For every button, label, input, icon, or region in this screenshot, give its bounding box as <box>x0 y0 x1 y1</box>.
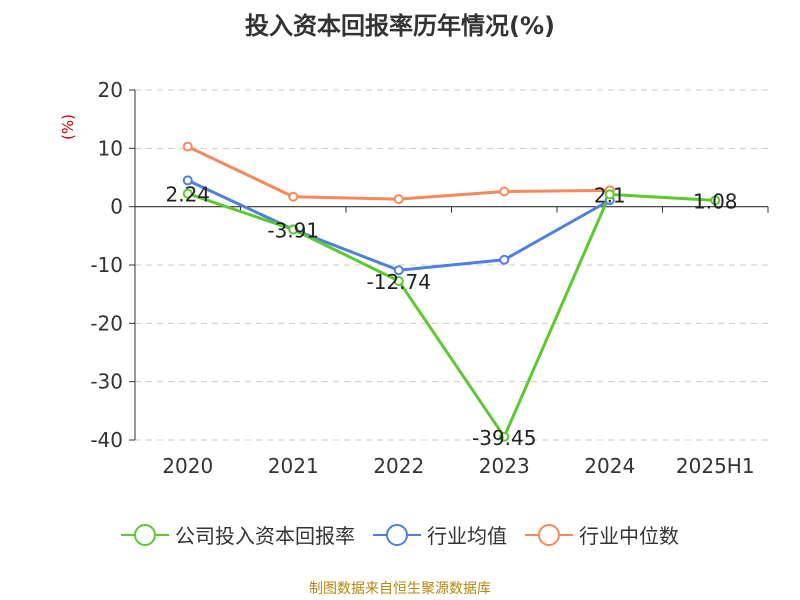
series-points <box>182 141 721 442</box>
data-point <box>182 141 193 152</box>
data-point <box>288 191 299 202</box>
data-label: -12.74 <box>367 270 431 294</box>
y-tick-label: -20 <box>90 311 123 335</box>
data-label: -3.91 <box>267 218 319 242</box>
data-point <box>288 224 299 235</box>
data-point <box>499 186 510 197</box>
legend-item-industry-median[interactable]: 行业中位数 <box>525 520 679 549</box>
x-tick-label: 2022 <box>373 454 424 478</box>
data-point <box>182 188 193 199</box>
legend-label-company: 公司投入资本回报率 <box>175 524 355 548</box>
legend-line-icon <box>121 523 169 547</box>
x-tick-label: 2021 <box>268 454 319 478</box>
legend-item-industry-mean[interactable]: 行业均值 <box>373 520 507 549</box>
data-label: -39.45 <box>472 426 536 450</box>
y-tick-label: -10 <box>90 253 123 277</box>
x-tick-label: 2024 <box>584 454 635 478</box>
y-tick-label: 0 <box>110 195 123 219</box>
y-tick-label: -30 <box>90 370 123 394</box>
legend: 公司投入资本回报率 行业均值 行业中位数 <box>0 520 800 549</box>
data-point <box>393 194 404 205</box>
data-point <box>393 275 404 286</box>
data-label: 2.24 <box>165 183 210 207</box>
data-point <box>604 189 615 200</box>
legend-item-company[interactable]: 公司投入资本回报率 <box>121 520 355 549</box>
series-line <box>187 179 611 272</box>
data-label: 1.08 <box>693 189 738 213</box>
legend-label-industry-median: 行业中位数 <box>579 524 679 548</box>
x-tick-label: 2023 <box>479 454 530 478</box>
data-label: 2.1 <box>594 183 626 207</box>
data-point <box>499 431 510 442</box>
series-line <box>187 145 610 201</box>
x-tick-label: 2025H1 <box>676 454 755 478</box>
y-tick-label: 20 <box>98 78 123 102</box>
series-lines <box>187 145 716 439</box>
chart-title: 投入资本回报率历年情况(%) <box>245 12 555 40</box>
series-line <box>187 192 716 439</box>
legend-line-icon <box>373 523 421 547</box>
y-tick-label: -40 <box>90 428 123 452</box>
axes: 20 10 0 -10 -20 -30 -40 2020 2021 2022 2023 2024 202… <box>90 78 769 478</box>
data-point <box>182 175 193 186</box>
data-source-note: 制图数据来自恒生聚源数据库 <box>309 581 491 597</box>
x-tick-label: 2020 <box>162 454 213 478</box>
y-tick-label: 10 <box>98 136 123 160</box>
data-point <box>710 195 721 206</box>
data-point <box>499 254 510 265</box>
legend-line-icon <box>525 523 573 547</box>
legend-label-industry-mean: 行业均值 <box>427 524 507 548</box>
y-axis-label: (%) <box>59 114 77 140</box>
data-labels: 2.24 -3.91 -12.74 -39.45 2.1 1.08 <box>165 183 737 450</box>
data-point <box>393 265 404 276</box>
